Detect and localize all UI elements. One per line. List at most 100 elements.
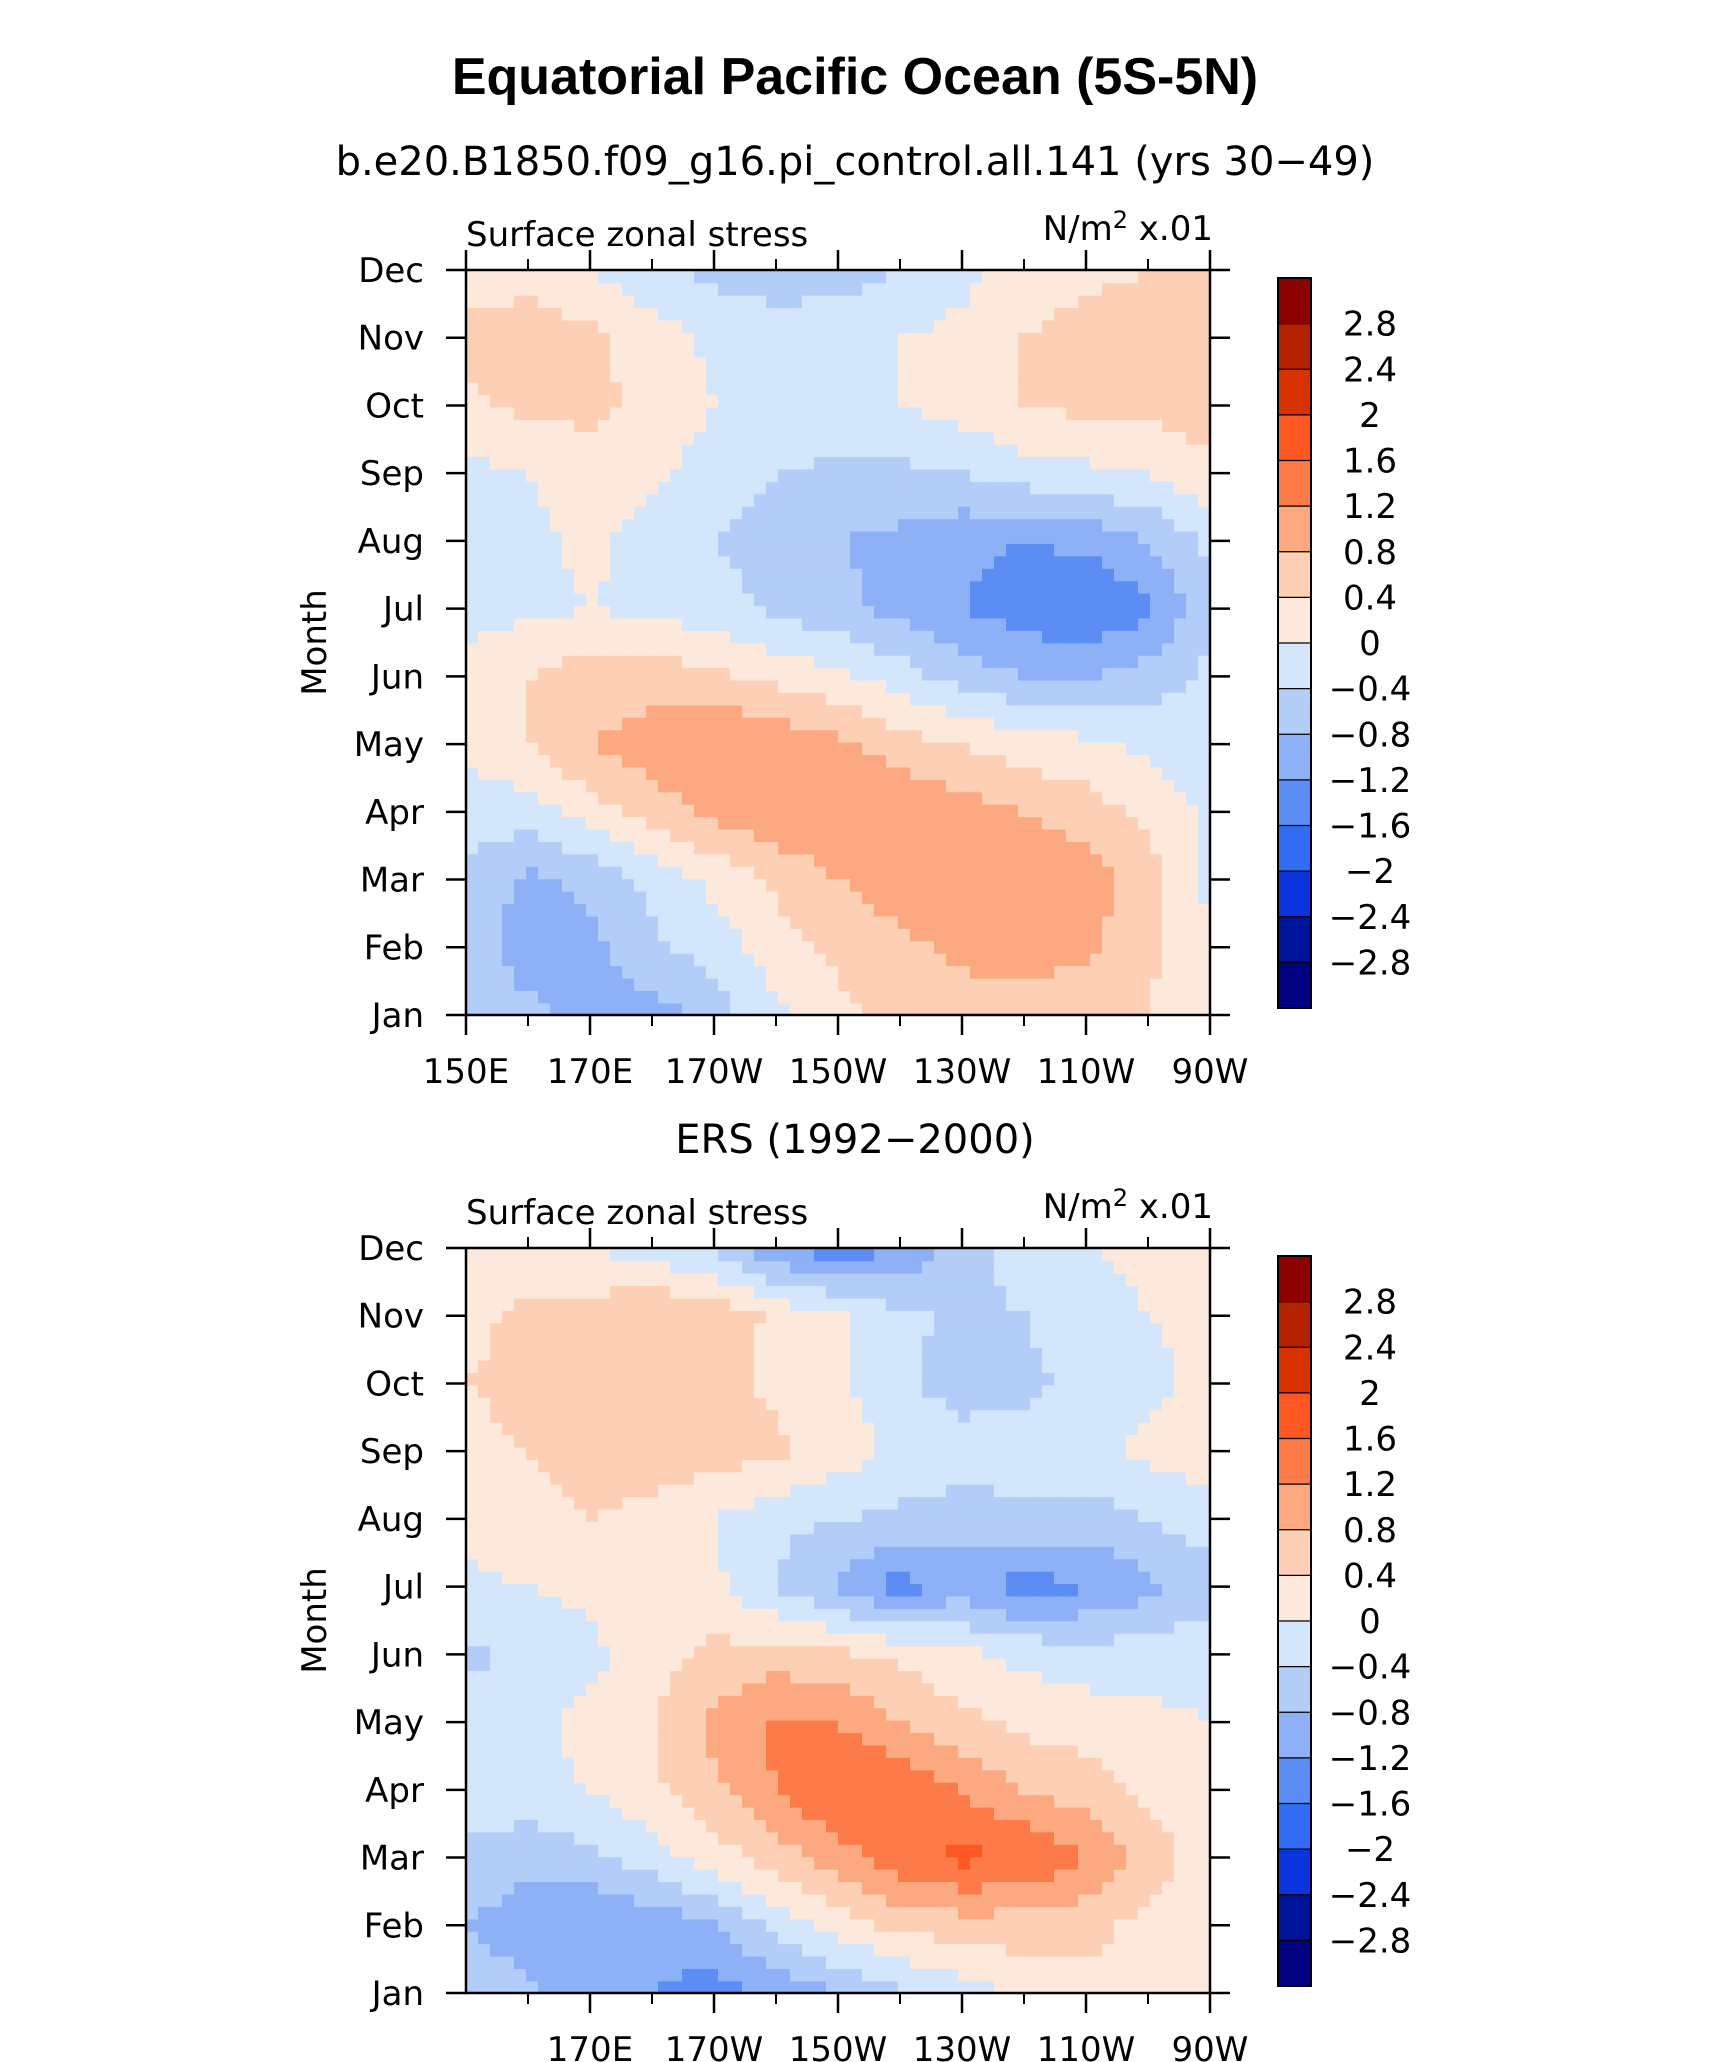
heatmap-cell [994, 332, 1007, 346]
heatmap-cell [910, 766, 923, 780]
heatmap-cell [910, 977, 923, 991]
heatmap-cell [610, 605, 623, 619]
heatmap-cell [730, 568, 743, 582]
heatmap-cell [838, 1769, 851, 1783]
heatmap-cell [1006, 617, 1019, 631]
heatmap-cell [850, 803, 863, 818]
heatmap-cell [838, 841, 851, 855]
heatmap-cell [922, 270, 935, 284]
heatmap-cell [754, 505, 767, 520]
heatmap-cell [682, 1002, 695, 1016]
heatmap-cell [838, 456, 851, 470]
heatmap-cell [598, 443, 611, 458]
heatmap-cell [1138, 903, 1151, 917]
units-label: N/m2 x.01 [1043, 1184, 1213, 1227]
heatmap-cell [898, 679, 911, 693]
heatmap-cell [466, 1893, 479, 1907]
heatmap-cell [610, 406, 623, 420]
heatmap-cell [658, 766, 671, 780]
heatmap-cell [838, 816, 851, 830]
heatmap-cell [946, 381, 959, 395]
heatmap-cell [898, 779, 911, 793]
heatmap-cell [718, 307, 731, 321]
heatmap-cell [886, 555, 899, 569]
heatmap-cell [730, 1819, 743, 1833]
heatmap-cell [574, 1881, 587, 1895]
heatmap-cell [994, 468, 1007, 482]
heatmap-cell [1030, 1893, 1043, 1907]
heatmap-cell [766, 356, 779, 371]
heatmap-cell [670, 406, 683, 420]
heatmap-cell [850, 592, 863, 607]
heatmap-cell [562, 1943, 575, 1957]
heatmap-cell [826, 630, 839, 644]
heatmap-cell [466, 1980, 479, 1994]
heatmap-cell [850, 282, 863, 296]
heatmap-cell [814, 468, 827, 482]
heatmap-cell [586, 704, 599, 718]
heatmap-cell [526, 779, 539, 793]
heatmap-cell [682, 741, 695, 756]
heatmap-cell [922, 543, 935, 557]
heatmap-cell [658, 1893, 671, 1907]
heatmap-cell [982, 555, 995, 569]
heatmap-cell [1030, 1781, 1043, 1796]
heatmap-cell [1138, 1893, 1151, 1907]
heatmap-cell [1162, 518, 1175, 532]
heatmap-cell [742, 1868, 755, 1883]
heatmap-cell [826, 406, 839, 420]
heatmap-cell [562, 307, 575, 321]
heatmap-cell [1162, 754, 1175, 768]
heatmap-cell [550, 1831, 563, 1845]
heatmap-cell [862, 679, 875, 693]
heatmap-cell [1102, 754, 1115, 768]
heatmap-cell [1126, 841, 1139, 855]
heatmap-cell [754, 493, 767, 507]
heatmap-cell [946, 729, 959, 743]
heatmap-cell [778, 952, 791, 967]
heatmap-cell [706, 543, 719, 557]
heatmap-cell [1198, 356, 1211, 371]
heatmap-cell [826, 294, 839, 309]
heatmap-cell [1078, 866, 1091, 880]
heatmap-cell [1042, 394, 1055, 408]
heatmap-cell [502, 717, 515, 731]
heatmap-cell [658, 977, 671, 991]
heatmap-cell [490, 841, 503, 855]
heatmap-cell [1006, 456, 1019, 470]
heatmap-cell [670, 1893, 683, 1907]
heatmap-cell [1054, 319, 1067, 333]
heatmap-cell [1066, 356, 1079, 371]
heatmap-cell [1198, 1831, 1211, 1845]
heatmap-cell [718, 717, 731, 731]
heatmap-cell [874, 456, 887, 470]
heatmap-cell [946, 617, 959, 631]
heatmap-cell [826, 344, 839, 358]
heatmap-cell [994, 518, 1007, 532]
heatmap-cell [478, 294, 491, 309]
heatmap-cell [826, 1930, 839, 1945]
heatmap-cell [1186, 605, 1199, 619]
heatmap-cell [826, 704, 839, 718]
heatmap-cell [778, 890, 791, 905]
heatmap-cell [1066, 679, 1079, 693]
heatmap-cell [814, 1806, 827, 1820]
heatmap-cell [1042, 1781, 1055, 1796]
heatmap-cell [826, 617, 839, 631]
heatmap-cell [706, 866, 719, 880]
heatmap-cell [778, 344, 791, 358]
heatmap-cell [646, 1930, 659, 1945]
heatmap-cell [934, 356, 947, 371]
heatmap-cell [1186, 1980, 1199, 1994]
heatmap-cell [934, 493, 947, 507]
heatmap-cell [790, 1943, 803, 1957]
heatmap-cell [1066, 1868, 1079, 1883]
heatmap-cell [670, 617, 683, 631]
heatmap-cell [1174, 866, 1187, 880]
heatmap-cell [1006, 369, 1019, 383]
heatmap-cell [1042, 952, 1055, 967]
heatmap-cell [1186, 592, 1199, 607]
heatmap-cell [922, 779, 935, 793]
heatmap-cell [970, 1781, 983, 1796]
heatmap-cell [838, 1002, 851, 1016]
